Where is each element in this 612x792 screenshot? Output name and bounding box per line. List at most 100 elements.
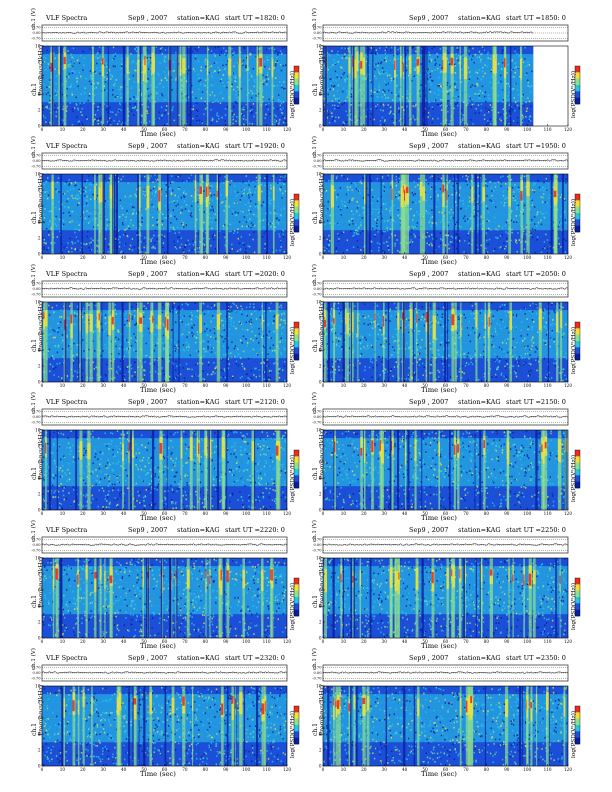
spectrogram-speckle: [165, 67, 168, 69]
sferic-column: [492, 46, 496, 126]
spectrogram-speckle: [117, 366, 120, 368]
spectrogram-speckle: [279, 249, 281, 252]
time-tick-label: 30: [101, 255, 107, 260]
spectrogram-speckle: [143, 240, 145, 242]
spectrogram-speckle: [220, 78, 223, 81]
spectrogram-speckle: [274, 212, 276, 215]
spectrogram-speckle: [416, 222, 419, 224]
spectrogram-speckle: [377, 65, 379, 67]
spectrogram-speckle: [175, 205, 177, 207]
spectrogram-speckle: [277, 99, 279, 102]
spectrogram-speckle: [239, 201, 241, 203]
spectrogram-speckle: [396, 84, 398, 87]
spectrogram-speckle: [197, 251, 199, 253]
spectrogram-speckle: [44, 57, 47, 59]
spectrogram-speckle: [197, 333, 199, 336]
spectrogram-speckle: [283, 180, 285, 182]
sferic-column: [364, 174, 367, 254]
spectrogram-speckle: [178, 236, 181, 239]
spectrogram-speckle: [131, 206, 134, 208]
spectrogram-speckle: [217, 115, 220, 118]
spectrogram-speckle: [469, 200, 471, 202]
spectrogram-speckle: [531, 228, 534, 230]
spectrogram-speckle: [241, 63, 243, 65]
spectrogram-speckle: [264, 359, 266, 361]
spectrogram-speckle: [126, 324, 128, 327]
panel-station: station=KAG: [177, 142, 220, 150]
spectrogram-speckle: [280, 100, 282, 103]
spectrogram-speckle: [169, 354, 171, 357]
spectrogram-speckle: [249, 377, 251, 379]
spectrogram-speckle: [130, 219, 132, 221]
spectrogram-speckle: [245, 182, 247, 184]
spectrogram-speckle: [507, 175, 509, 178]
spectrogram-speckle: [266, 56, 268, 58]
spectrogram-speckle: [98, 117, 101, 120]
spectrogram-speckle: [488, 220, 490, 222]
spectrogram-speckle: [62, 212, 65, 214]
spectrogram-speckle: [431, 186, 433, 189]
spectrogram-speckle: [447, 234, 449, 237]
spectrogram-speckle: [157, 359, 159, 362]
spectrogram-speckle: [279, 341, 281, 343]
spectrogram-speckle: [174, 246, 176, 248]
spectrogram-speckle: [89, 198, 92, 201]
spectrogram-speckle: [251, 123, 253, 125]
spectrogram-speckle: [168, 201, 170, 204]
spectrogram-speckle: [389, 106, 392, 109]
spectrogram-speckle: [89, 93, 91, 95]
spectrogram-speckle: [221, 116, 223, 119]
spectrogram-speckle: [109, 121, 111, 124]
spectrogram-speckle: [85, 243, 87, 246]
spectrogram-speckle: [340, 76, 342, 79]
spectrogram-speckle: [276, 217, 278, 220]
spectrogram-speckle: [56, 236, 58, 238]
spectrogram-speckle: [199, 77, 201, 79]
spectrogram-speckle: [486, 195, 488, 197]
spectrogram-gap: [137, 174, 139, 254]
spectrogram-speckle: [60, 316, 62, 318]
time-tick-label: 90: [223, 127, 229, 132]
spectrogram-speckle: [169, 182, 172, 185]
spectrogram-speckle: [162, 242, 165, 244]
spectrogram-speckle: [177, 63, 180, 65]
spectrogram-speckle: [192, 240, 194, 242]
spectrogram-speckle: [356, 207, 359, 209]
spectrogram-speckle: [133, 361, 136, 364]
sferic-column: [256, 46, 259, 126]
spectrogram-speckle: [121, 250, 123, 252]
spectrogram-speckle: [133, 114, 135, 116]
spectrogram-speckle: [332, 87, 334, 90]
spectrogram-speckle: [152, 224, 154, 227]
spectrogram-speckle: [376, 225, 378, 227]
spectrogram-speckle: [252, 339, 255, 342]
spectrogram-speckle: [484, 95, 486, 98]
spectrogram-speckle: [397, 208, 399, 211]
spectrogram-speckle: [284, 120, 286, 122]
spectrogram-speckle: [348, 198, 350, 201]
spectrogram-speckle: [381, 72, 383, 75]
spectrogram-speckle: [186, 336, 188, 338]
spectrogram-speckle: [152, 181, 154, 184]
spectrogram-speckle: [118, 245, 121, 248]
spectrogram-speckle: [67, 190, 69, 192]
spectrogram-speckle: [174, 377, 176, 379]
spectrogram-speckle: [334, 222, 336, 225]
spectrogram-speckle: [85, 199, 87, 201]
spectrogram-speckle: [237, 228, 239, 230]
spectrogram-speckle: [262, 67, 265, 69]
spectrogram-speckle: [486, 239, 488, 242]
sferic-core: [503, 58, 507, 79]
spectrogram-speckle: [214, 352, 217, 355]
spectrogram-speckle: [210, 71, 212, 74]
spectrogram-speckle: [236, 62, 239, 64]
spectrogram-speckle: [177, 353, 179, 356]
spectrogram-speckle: [123, 348, 126, 351]
spectrogram-speckle: [180, 219, 183, 222]
spectrogram-speckle: [517, 188, 520, 190]
spectrogram-speckle: [490, 200, 493, 202]
spectrogram-speckle: [545, 177, 547, 180]
spectrogram-speckle: [166, 105, 168, 107]
spectrogram-speckle: [385, 46, 387, 48]
spectrogram-speckle: [67, 206, 70, 209]
